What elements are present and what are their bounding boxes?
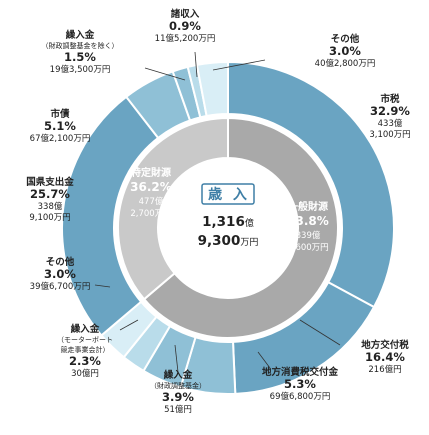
outer-label-amount-9-0: 11億5,200万円 <box>155 33 216 44</box>
outer-label-amount-5-0: 39億6,700万円 <box>30 281 91 292</box>
leader-line-4 <box>119 319 139 331</box>
outer-label-name-3: 繰入金 <box>163 369 193 381</box>
outer-label-name-10: その他 <box>331 33 360 45</box>
inner-label-amount-1-1: 2,700万円 <box>130 209 171 219</box>
leader-line-8 <box>144 67 186 81</box>
leader-line-2 <box>257 351 271 369</box>
outer-label-name-9: 諸収入 <box>171 8 200 20</box>
center-total-line1: 1,316億 <box>202 214 254 230</box>
outer-label-percent-7: 5.1% <box>44 119 76 133</box>
outer-label-name-7: 市債 <box>50 108 70 120</box>
center-title-box <box>201 183 255 205</box>
outer-label-name-8: 繰入金 <box>65 29 95 41</box>
outer-label-percent-10: 3.0% <box>329 44 361 58</box>
inner-slice-0 <box>142 116 339 339</box>
leader-line-3 <box>174 344 179 373</box>
outer-label-percent-3: 3.9% <box>162 390 194 404</box>
outer-label-name-6: 国県支出金 <box>26 176 74 188</box>
outer-label-amount-7-0: 67億2,100万円 <box>30 133 91 144</box>
inner-label-amount-0-1: 6,600万円 <box>287 243 328 253</box>
inner-label-percent-1: 36.2% <box>130 180 172 194</box>
inner-label-amount-1-0: 477億 <box>139 196 164 207</box>
outer-label-amount-1-0: 216億円 <box>368 364 401 375</box>
outer-label-percent-9: 0.9% <box>169 19 201 33</box>
inner-label-amount-0-0: 839億 <box>296 230 321 241</box>
outer-label-amount-10-0: 40億2,800万円 <box>315 58 376 69</box>
center-title: 歳 入 <box>208 186 250 203</box>
total-unit1: 億 <box>245 217 254 229</box>
outer-slice-10 <box>195 60 229 118</box>
leader-line-5 <box>94 284 111 288</box>
center-total-line2: 9,300万円 <box>198 233 259 249</box>
outer-label-amount-2-0: 69億6,800万円 <box>270 391 331 402</box>
outer-label-name-5: その他 <box>46 256 75 268</box>
outer-label-amount-0-0: 433億 <box>378 118 403 129</box>
outer-label-amount-3-0: 51億円 <box>164 404 192 415</box>
outer-label-percent-8: 1.5% <box>64 50 96 64</box>
outer-label-name-1: 地方交付税 <box>361 339 409 351</box>
outer-label-percent-6: 25.7% <box>30 187 70 201</box>
outer-slice-0 <box>227 60 395 309</box>
outer-label-amount-8-0: 19億3,500万円 <box>50 64 111 75</box>
total-unit2: 万円 <box>240 237 258 248</box>
outer-label-percent-5: 3.0% <box>44 267 76 281</box>
outer-label-sub-8-0: （財政調整基金を除く） <box>42 41 119 50</box>
total-line2: 9,300 <box>198 233 241 249</box>
outer-label-amount-6-0: 338億 <box>38 201 63 212</box>
outer-label-percent-1: 16.4% <box>365 350 405 364</box>
outer-label-sub-3-0: （財政調整基金） <box>150 381 206 390</box>
outer-label-amount-0-1: 3,100万円 <box>369 130 410 140</box>
inner-slice-1 <box>117 116 229 301</box>
leader-line-1 <box>299 319 341 346</box>
total-main: 1,316 <box>202 214 245 230</box>
inner-label-percent-0: 63.8% <box>287 214 329 228</box>
leader-line-10 <box>212 59 266 71</box>
outer-label-percent-0: 32.9% <box>370 104 410 118</box>
center-disc <box>166 166 290 290</box>
outer-label-percent-2: 5.3% <box>284 377 316 391</box>
outer-label-sub-4-0: （モーターボート <box>57 335 113 344</box>
inner-label-name-0: 一般財源 <box>288 200 328 213</box>
outer-label-amount-4-0: 30億円 <box>71 368 99 379</box>
outer-label-name-2: 地方消費税交付金 <box>262 366 339 378</box>
outer-label-sub-4-1: 競走事業会計） <box>61 345 110 354</box>
outer-label-amount-6-1: 9,100万円 <box>29 213 70 223</box>
leader-line-9 <box>194 51 198 78</box>
outer-label-name-4: 繰入金 <box>70 323 100 335</box>
outer-label-name-0: 市税 <box>380 93 400 105</box>
inner-label-name-1: 特定財源 <box>131 166 171 179</box>
outer-label-percent-4: 2.3% <box>69 354 101 368</box>
